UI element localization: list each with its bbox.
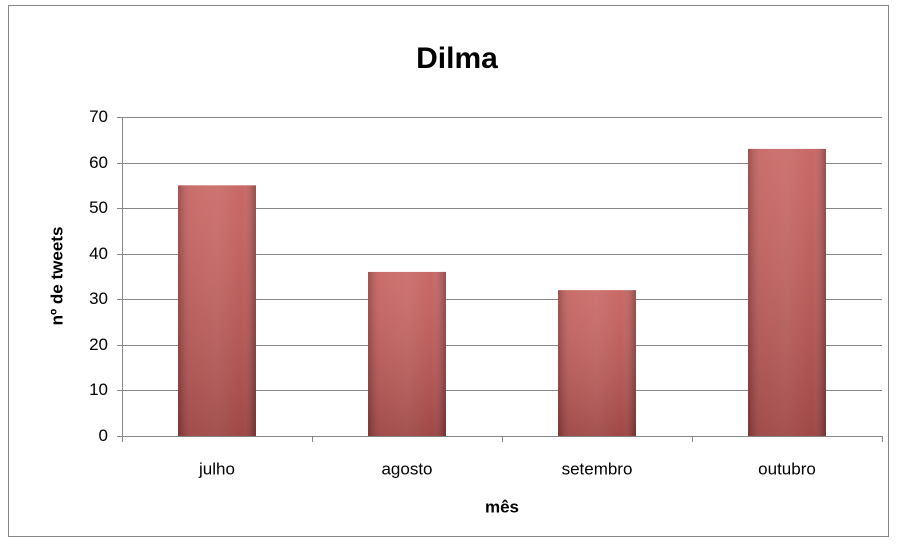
x-axis-label: mês <box>485 497 519 516</box>
chart-border <box>8 5 889 537</box>
y-tick-label: 20 <box>89 335 108 354</box>
bar-shade <box>748 148 826 436</box>
bar-shade <box>558 290 636 436</box>
x-tick-label: julho <box>198 459 235 478</box>
y-tick-label: 40 <box>89 244 108 263</box>
x-tick-label: setembro <box>562 459 633 478</box>
y-tick-label: 70 <box>89 107 108 126</box>
y-axis-label: nº de tweets <box>47 227 66 326</box>
y-tick-label: 10 <box>89 380 108 399</box>
y-tick-label: 60 <box>89 153 108 172</box>
bar-shade <box>178 185 256 436</box>
y-tick-label: 50 <box>89 198 108 217</box>
y-tick-label: 30 <box>89 289 108 308</box>
y-tick-label: 0 <box>99 426 108 445</box>
x-tick-label: agosto <box>381 459 432 478</box>
bar-shade <box>368 271 446 436</box>
chart-title: Dilma <box>416 42 498 75</box>
x-tick-label: outubro <box>758 459 816 478</box>
